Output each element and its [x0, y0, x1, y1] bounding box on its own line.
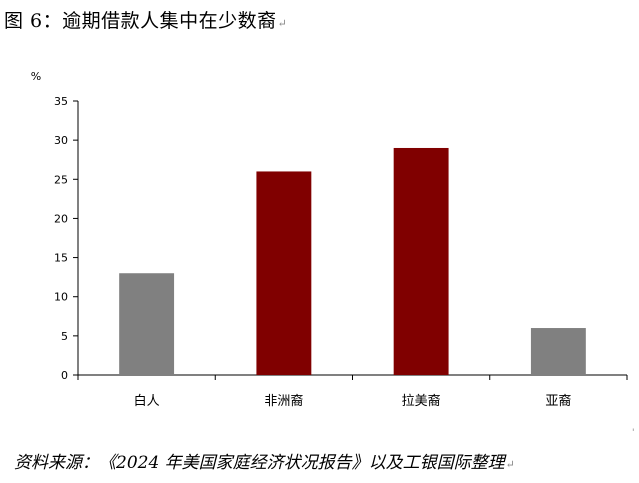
- paragraph-mark-icon: ↵: [277, 17, 288, 30]
- y-tick-label: 35: [54, 95, 68, 108]
- y-axis: 0 5 10 15 20 25 30 35: [54, 95, 79, 382]
- category-labels: 白人 非洲裔 拉美裔 亚裔: [134, 393, 572, 409]
- bar-非洲裔: [256, 171, 312, 375]
- source-paragraph-mark-icon: ↵: [505, 458, 515, 471]
- y-tick-label: 0: [61, 369, 68, 382]
- x-category-label: 白人: [134, 393, 160, 409]
- y-tick-label: 10: [54, 291, 68, 304]
- bar-拉美裔: [393, 147, 449, 375]
- y-tick-label: 20: [54, 212, 68, 225]
- x-category-label: 非洲裔: [264, 393, 303, 409]
- y-tick-label: 30: [54, 134, 68, 147]
- x-category-label: 亚裔: [545, 393, 571, 409]
- y-tick-label: 5: [61, 330, 68, 343]
- bar-chart: % 0 5 10 15 20 25 30 35 白人 非洲裔 拉美裔 亚裔: [31, 70, 628, 409]
- chart-title: 图 6：逾期借款人集中在少数裔↵: [4, 6, 287, 33]
- source-note: 资料来源：《2024 年美国家庭经济状况报告》以及工银国际整理↵: [14, 448, 515, 473]
- source-text: 资料来源：《2024 年美国家庭经济状况报告》以及工银国际整理: [14, 453, 505, 473]
- y-tick-label: 15: [54, 252, 68, 265]
- y-tick-label: 25: [54, 173, 68, 186]
- bars-group: [119, 147, 586, 375]
- x-category-label: 拉美裔: [402, 393, 441, 409]
- stray-mark: ': [632, 428, 635, 438]
- x-axis: [77, 374, 628, 380]
- bar-亚裔: [530, 328, 586, 375]
- y-axis-unit: %: [31, 70, 41, 83]
- chart-title-text: 图 6：逾期借款人集中在少数裔: [4, 10, 277, 32]
- bar-白人: [119, 273, 175, 375]
